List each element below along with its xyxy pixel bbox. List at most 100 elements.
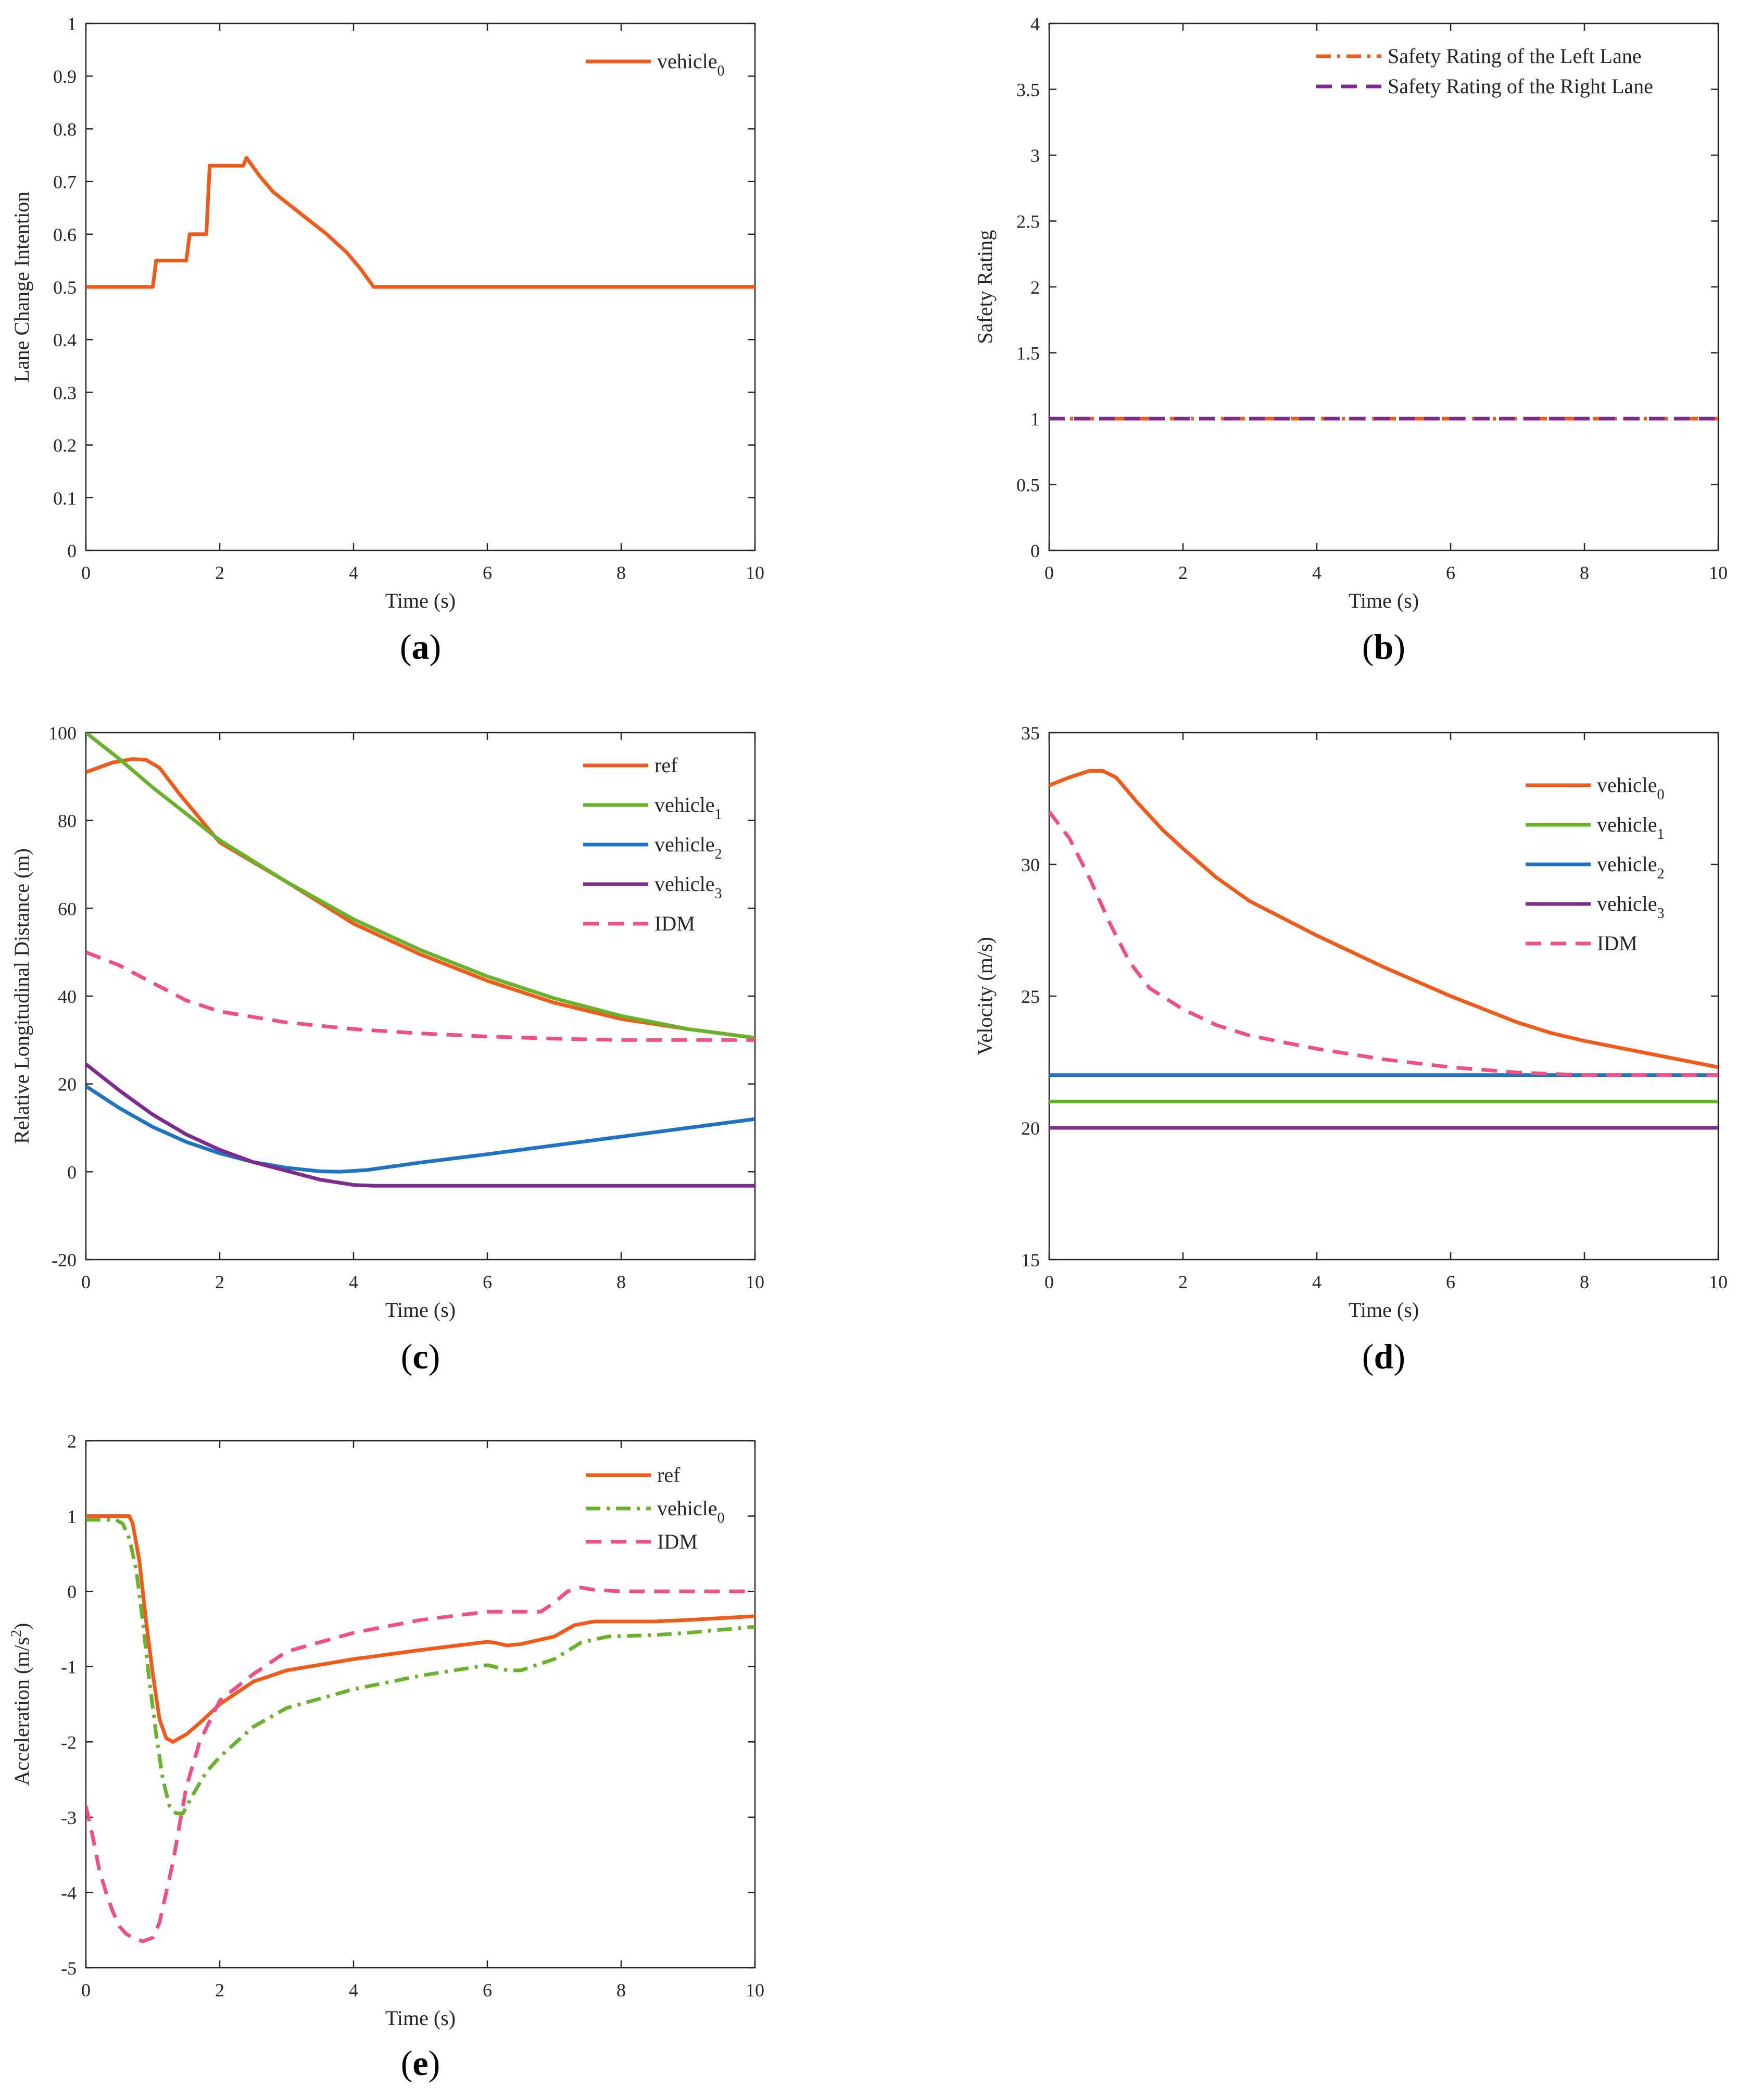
panel-label-open: ( [401,2043,413,2083]
legend-entry: Safety Rating of the Left Lane [1388,44,1642,68]
panel-label-letter: e [412,2043,428,2083]
y-tick-label: 40 [58,986,77,1007]
legend-entry-subscript: 1 [1657,826,1665,842]
x-tick-label: 8 [616,562,626,583]
legend-entry-name: vehicle [1597,773,1657,797]
x-tick-label: 8 [1580,562,1589,583]
legend: ref vehicle0 IDM [586,1463,725,1553]
y-axis-label: Lane Change Intention [10,192,33,383]
series-line-vehicle0 [1049,769,1718,1070]
panel-label: (c) [401,1337,440,1376]
x-axis-label: Time (s) [385,589,456,612]
x-tick-label: 10 [746,1272,764,1292]
y-axis-label: Safety Rating [973,230,997,344]
panel-label-letter: d [1374,1337,1394,1376]
panel-label-letter: a [412,627,430,667]
x-tick-label: 10 [746,562,764,583]
y-tick-label: 30 [1021,854,1040,875]
x-tick-label: 2 [215,1980,224,2001]
legend-entry-name: IDM [654,912,695,935]
legend-entry-subscript: 0 [1657,787,1665,803]
series-line-idm [86,1586,755,1943]
panel-label-letter: c [412,1337,428,1376]
legend-entry-subscript: 0 [717,63,725,79]
x-tick-label: 8 [616,1272,626,1292]
panel-label-open: ( [1362,1337,1374,1376]
x-tick-label: 4 [349,1272,358,1292]
y-tick-label: 0.3 [53,382,77,403]
y-tick-label: -5 [61,1958,77,1979]
legend-entry: vehicle1 [654,793,722,823]
series-line-idm [1049,810,1718,1077]
legend-entry: Safety Rating of the Right Lane [1388,74,1653,98]
legend-entry: vehicle2 [654,833,722,862]
y-tick-label: 2 [67,1431,77,1452]
y-tick-label: 60 [58,898,77,919]
series-line-vehicle1 [86,733,755,1040]
y-tick-label: 80 [58,811,77,832]
x-tick-label: 2 [1178,562,1188,583]
x-axis-label: Time (s) [385,2006,456,2030]
x-tick-label: 2 [1178,1272,1188,1292]
x-tick-label: 0 [81,562,91,583]
y-axis-label-end: ) [10,1623,33,1630]
panel-e: 0 2 4 6 8 10 -5 -4 -3 -2 -1 0 1 2 Time (s) Acceleration… [8,1431,765,2083]
y-tick-label: 0 [67,540,77,561]
panel-label: (b) [1362,627,1405,667]
legend-entry-name: Safety Rating of the Left Lane [1388,44,1642,68]
legend-entry: vehicle0 [657,49,725,79]
y-tick-label: 0.7 [53,172,77,193]
legend-entry: IDM [654,912,695,935]
legend-entry: IDM [1597,932,1638,955]
x-tick-label: 8 [1580,1272,1589,1292]
y-tick-label: -20 [52,1250,77,1271]
legend-entry-name: Safety Rating of the Right Lane [1388,74,1653,98]
legend-entry-name: vehicle [657,49,717,73]
panel-label-open: ( [400,627,412,667]
panel-label-close: ) [1393,627,1405,667]
x-tick-label: 4 [349,562,358,583]
legend-entry-name: IDM [1597,932,1638,955]
legend: Safety Rating of the Left Lane Safety Rat… [1316,44,1653,98]
series-line-vehicle3 [86,1062,755,1188]
y-tick-label: 0 [1030,540,1040,561]
y-tick-label: 0.4 [53,330,77,350]
x-tick-label: 0 [1044,1272,1054,1292]
y-tick-label: 0.5 [53,277,77,298]
panel-a: 0 2 4 6 8 10 0 0.1 0.2 0.3 0.4 0.5 0.6 0.7 0.8 0.9 1 Time… [10,14,764,667]
x-tick-label: 6 [1446,1272,1455,1292]
legend-entry-name: vehicle [1597,852,1657,876]
y-tick-label: 100 [48,723,77,744]
y-tick-label: 4 [1030,14,1040,34]
y-tick-label: 0 [67,1581,77,1602]
legend-entry: vehicle0 [657,1497,725,1526]
y-tick-label: 0.1 [53,488,77,509]
y-tick-label: 25 [1021,986,1040,1007]
legend-entry-subscript: 3 [1657,906,1665,922]
legend-entry-name: vehicle [654,833,715,856]
legend-entry: ref [657,1463,681,1487]
series-line-vehicle2 [86,1084,755,1174]
panel-label-letter: b [1374,627,1394,667]
x-tick-label: 6 [483,1272,492,1292]
legend-entry: vehicle0 [1597,773,1665,803]
y-tick-label: 0.9 [53,66,77,87]
y-axis-label-sup: 2 [8,1630,24,1637]
y-tick-label: 2.5 [1016,211,1040,232]
legend-entry-subscript: 2 [1657,866,1665,882]
legend-entry: vehicle1 [1597,813,1665,842]
axes-box [1048,22,1719,551]
x-tick-label: 8 [616,1980,626,2001]
y-tick-label: 0.2 [53,435,77,456]
x-tick-label: 6 [483,562,492,583]
y-tick-label: -1 [61,1657,77,1678]
x-tick-label: 4 [349,1980,358,2001]
y-tick-label: 15 [1021,1250,1040,1271]
y-tick-label: 0 [67,1162,77,1183]
legend-entry: ref [654,753,678,777]
panel-label: (a) [400,627,441,667]
y-tick-label: 1 [67,1506,77,1527]
